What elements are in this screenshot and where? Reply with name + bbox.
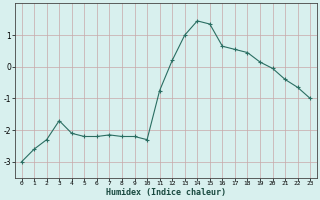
X-axis label: Humidex (Indice chaleur): Humidex (Indice chaleur): [106, 188, 226, 197]
